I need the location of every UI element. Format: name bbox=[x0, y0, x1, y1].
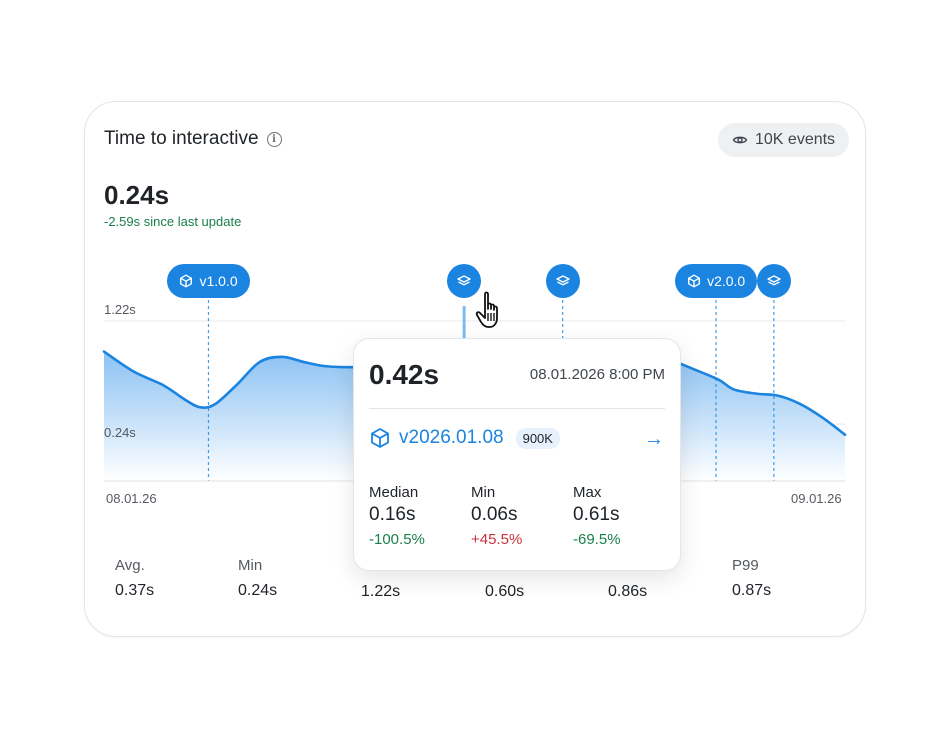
tooltip-metric-median: Median 0.16s -100.5% bbox=[369, 484, 425, 548]
stat-p50: 0.60s bbox=[485, 557, 524, 601]
release-marker[interactable] bbox=[756, 264, 791, 298]
tooltip-events-badge: 900K bbox=[515, 427, 560, 449]
metric-value: 0.06s bbox=[471, 504, 518, 525]
stat-label: P99 bbox=[732, 557, 759, 574]
stat-label: Min bbox=[238, 557, 263, 574]
stat-avg: Avg. 0.37s bbox=[115, 557, 154, 600]
package-icon bbox=[371, 428, 389, 448]
hand-pointer-icon bbox=[475, 291, 498, 328]
layers-icon bbox=[555, 274, 570, 288]
stat-value: 0.86s bbox=[608, 583, 648, 600]
tooltip-divider bbox=[369, 408, 665, 409]
metric-delta: +45.5% bbox=[471, 531, 523, 548]
info-icon[interactable]: i bbox=[266, 131, 282, 147]
stat-p90: 0.86s bbox=[608, 557, 647, 601]
package-icon bbox=[687, 274, 701, 288]
stat-min: Min 0.24s bbox=[238, 557, 277, 600]
stat-label: Avg. bbox=[115, 557, 145, 574]
data-point-tooltip: 0.42s 08.01.2026 8:00 PM v2026.01.08 900… bbox=[353, 338, 681, 571]
value-delta: -2.59s since last update bbox=[104, 214, 242, 229]
layers-icon bbox=[457, 274, 471, 288]
metric-delta: -100.5% bbox=[369, 531, 425, 548]
layers-icon bbox=[767, 274, 781, 288]
events-count-label: 10K events bbox=[755, 131, 836, 148]
release-marker[interactable]: v1.0.0 bbox=[167, 264, 250, 298]
hover-indicator bbox=[462, 306, 466, 340]
stat-max: 1.22s bbox=[361, 557, 400, 601]
metric-value: 0.16s bbox=[369, 504, 416, 525]
tooltip-version-link[interactable]: v2026.01.08 900K bbox=[369, 427, 560, 449]
release-marker[interactable] bbox=[545, 264, 580, 298]
metric-delta: -69.5% bbox=[573, 531, 621, 548]
arrow-right-icon[interactable]: → bbox=[644, 428, 664, 450]
y-tick-label-top: 1.22s bbox=[104, 302, 136, 317]
stat-value: 0.37s bbox=[115, 582, 155, 599]
card-title: Time to interactive i bbox=[104, 128, 282, 150]
card-title-text: Time to interactive bbox=[104, 128, 259, 149]
metric-label: Median bbox=[369, 484, 419, 501]
stat-value: 0.60s bbox=[485, 583, 525, 600]
release-marker[interactable] bbox=[447, 264, 482, 298]
metric-label: Min bbox=[471, 484, 496, 501]
eye-icon bbox=[732, 136, 748, 144]
tooltip-datetime: 08.01.2026 8:00 PM bbox=[529, 366, 665, 383]
release-marker[interactable]: v2.0.0 bbox=[675, 264, 758, 298]
tooltip-version: v2026.01.08 bbox=[399, 427, 504, 448]
y-tick-label-bottom: 0.24s bbox=[104, 425, 136, 440]
metric-label: Max bbox=[573, 484, 602, 501]
stat-p99: P99 0.87s bbox=[732, 557, 771, 600]
stat-value: 0.87s bbox=[732, 582, 772, 599]
tooltip-metric-min: Min 0.06s +45.5% bbox=[471, 484, 522, 548]
release-marker-label: v1.0.0 bbox=[199, 273, 238, 289]
x-start-label: 08.01.26 bbox=[106, 491, 157, 506]
x-end-label: 09.01.26 bbox=[791, 491, 842, 506]
tooltip-value: 0.42s bbox=[369, 359, 440, 390]
release-marker-label: v2.0.0 bbox=[707, 273, 746, 289]
stat-value: 1.22s bbox=[361, 583, 401, 600]
package-icon bbox=[179, 274, 193, 288]
events-count-pill[interactable]: 10K events bbox=[718, 123, 850, 157]
current-value: 0.24s bbox=[104, 180, 170, 210]
stat-value: 0.24s bbox=[238, 582, 278, 599]
tooltip-metric-max: Max 0.61s -69.5% bbox=[573, 484, 621, 548]
metric-value: 0.61s bbox=[573, 504, 620, 525]
